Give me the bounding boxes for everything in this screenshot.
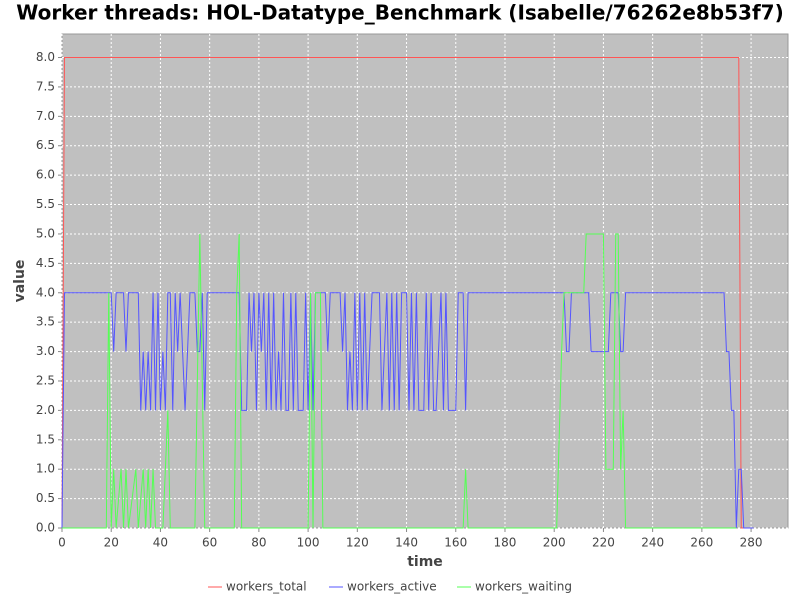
y-tick-label: 0.5 <box>36 491 55 505</box>
legend-label: workers_total <box>226 580 307 594</box>
x-tick-label: 100 <box>297 536 320 550</box>
y-tick-label: 0.0 <box>36 521 55 535</box>
x-tick-label: 0 <box>58 536 66 550</box>
y-tick-label: 8.0 <box>36 50 55 64</box>
chart-title: Worker threads: HOL-Datatype_Benchmark (… <box>16 1 783 25</box>
x-tick-label: 160 <box>444 536 467 550</box>
y-tick-label: 2.5 <box>36 373 55 387</box>
plot-area <box>61 33 789 529</box>
y-axis-label: value <box>12 260 28 303</box>
y-tick-label: 6.5 <box>36 138 55 152</box>
x-tick-label: 140 <box>395 536 418 550</box>
x-tick-label: 280 <box>740 536 763 550</box>
y-tick-label: 7.5 <box>36 79 55 93</box>
y-tick-label: 3.5 <box>36 315 55 329</box>
x-tick-label: 40 <box>153 536 168 550</box>
y-tick-label: 1.5 <box>36 432 55 446</box>
x-tick-label: 200 <box>543 536 566 550</box>
y-tick-label: 2.0 <box>36 403 55 417</box>
y-tick-label: 7.0 <box>36 109 55 123</box>
y-tick-label: 4.5 <box>36 256 55 270</box>
x-tick-label: 240 <box>641 536 664 550</box>
y-tick-label: 5.0 <box>36 226 55 240</box>
x-tick-label: 180 <box>494 536 517 550</box>
series-line <box>62 233 737 529</box>
y-tick-label: 4.0 <box>36 285 55 299</box>
x-tick-label: 60 <box>202 536 217 550</box>
y-tick-label: 6.0 <box>36 168 55 182</box>
x-tick-label: 260 <box>690 536 713 550</box>
legend-label: workers_active <box>347 580 437 594</box>
x-tick-label: 20 <box>104 536 119 550</box>
series-line <box>61 292 754 529</box>
x-tick-label: 120 <box>346 536 369 550</box>
y-tick-label: 1.0 <box>36 462 55 476</box>
x-tick-label: 80 <box>251 536 266 550</box>
x-tick-label: 220 <box>592 536 615 550</box>
legend-label: workers_waiting <box>475 580 572 594</box>
y-tick-label: 5.5 <box>36 197 55 211</box>
y-tick-label: 3.0 <box>36 344 55 358</box>
x-axis-label: time <box>407 554 443 570</box>
